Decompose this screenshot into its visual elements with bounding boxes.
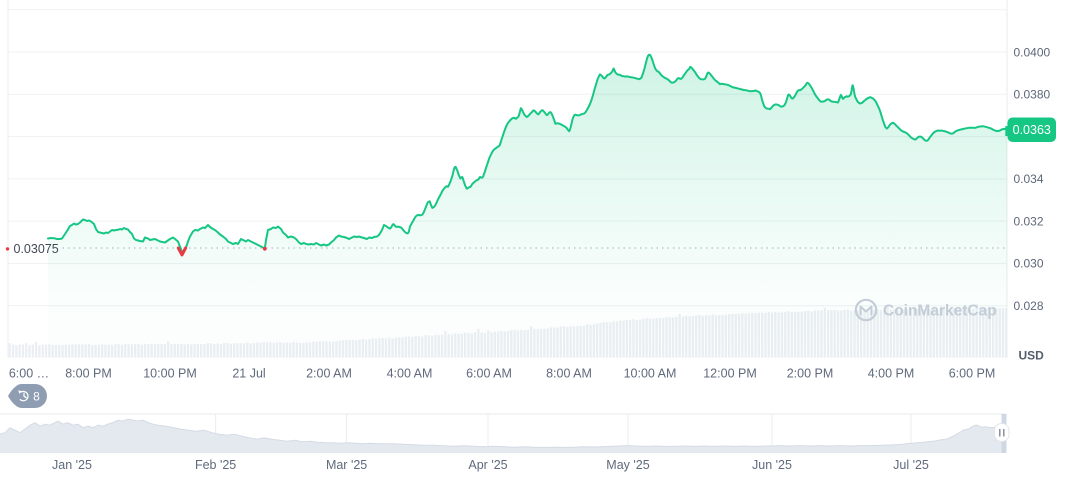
svg-text:Jan '25: Jan '25 [52,458,92,472]
svg-text:4:00 AM: 4:00 AM [387,366,433,380]
svg-text:21 Jul: 21 Jul [232,366,265,380]
svg-text:0.03075: 0.03075 [14,242,59,256]
svg-text:0.028: 0.028 [1014,299,1044,313]
svg-text:0.0380: 0.0380 [1014,88,1051,102]
svg-text:12:00 PM: 12:00 PM [703,366,757,380]
svg-text:8:00 AM: 8:00 AM [546,366,592,380]
svg-text:8:00 PM: 8:00 PM [65,366,112,380]
svg-text:6:00 PM: 6:00 PM [949,366,996,380]
svg-text:Feb '25: Feb '25 [195,458,236,472]
svg-text:0.034: 0.034 [1014,172,1044,186]
svg-text:0.032: 0.032 [1014,214,1044,228]
svg-text:USD: USD [1019,349,1045,363]
svg-text:Jun '25: Jun '25 [752,458,792,472]
svg-text:May '25: May '25 [606,458,649,472]
svg-text:2:00 PM: 2:00 PM [787,366,834,380]
svg-text:0.030: 0.030 [1014,257,1044,271]
svg-text:0.0363: 0.0363 [1013,123,1051,137]
svg-text:Jul '25: Jul '25 [893,458,929,472]
svg-text:10:00 AM: 10:00 AM [624,366,677,380]
svg-text:2:00 AM: 2:00 AM [306,366,352,380]
svg-text:8: 8 [33,389,40,403]
svg-text:Apr '25: Apr '25 [468,458,507,472]
svg-text:4:00 PM: 4:00 PM [868,366,915,380]
svg-text:6:00 …: 6:00 … [9,366,49,380]
svg-text:10:00 PM: 10:00 PM [143,366,197,380]
svg-text:0.0400: 0.0400 [1014,45,1051,59]
svg-text:6:00 AM: 6:00 AM [466,366,512,380]
svg-text:Mar '25: Mar '25 [326,458,367,472]
